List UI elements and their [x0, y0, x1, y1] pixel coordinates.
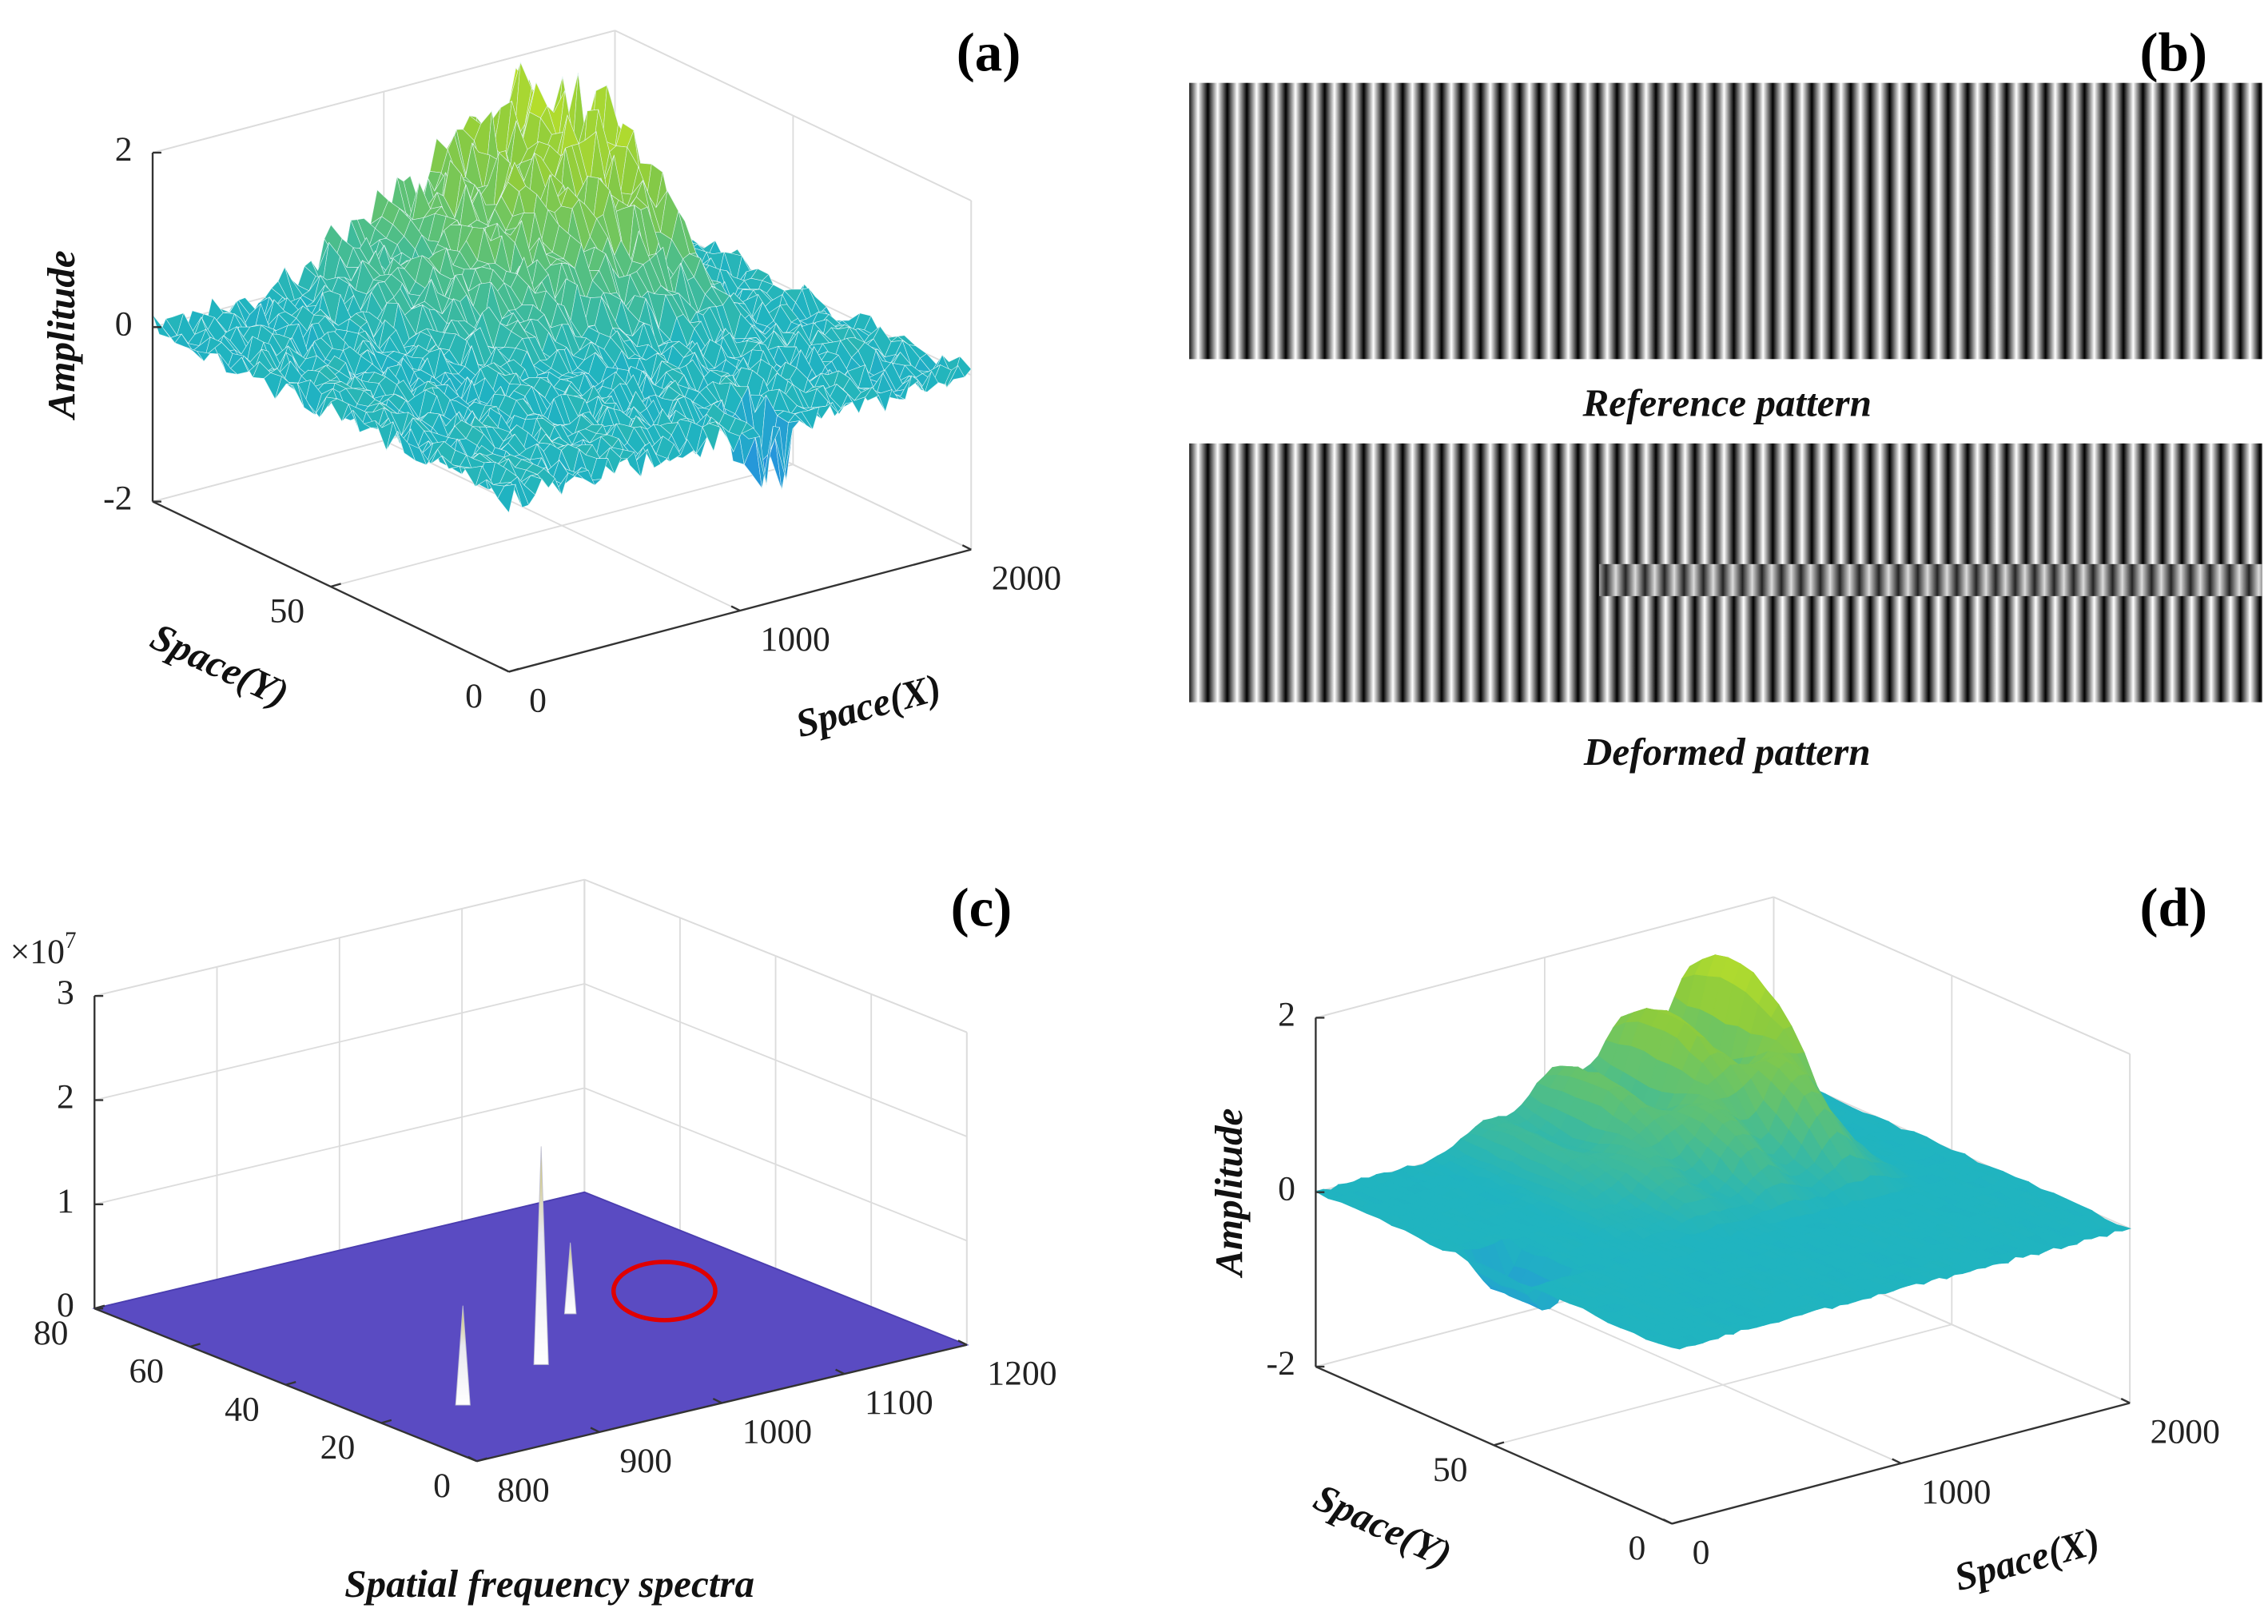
z-tick-label: -2 — [1267, 1344, 1295, 1383]
z-multiplier: ×107 — [10, 927, 77, 971]
grid-line — [1315, 896, 1774, 1019]
x-tick — [957, 1339, 968, 1346]
x-tick-label: 0 — [1693, 1534, 1710, 1572]
surface-patch — [1657, 1341, 1680, 1350]
caption: Deformed pattern — [1583, 730, 1871, 774]
y-tick-label: 0 — [1629, 1529, 1646, 1567]
grid-line — [152, 30, 615, 153]
y-tick — [476, 1457, 487, 1463]
x-tick — [835, 1368, 846, 1375]
grid-line — [615, 30, 972, 201]
x-tick — [712, 1397, 722, 1404]
y-tick-label: 20 — [320, 1428, 356, 1467]
y-axis-title: Space(Y) — [1307, 1475, 1458, 1576]
z-tick-label: 0 — [57, 1286, 74, 1324]
x-tick — [1892, 1458, 1902, 1465]
panel-label: (d) — [2140, 876, 2207, 937]
surface — [152, 61, 972, 513]
panel-label: (c) — [951, 876, 1013, 937]
x-tick — [499, 666, 510, 673]
y-tick-label: 40 — [225, 1390, 260, 1428]
grid-line — [1773, 896, 2131, 1055]
grid-line — [94, 878, 585, 997]
x-tick-label: 1000 — [760, 620, 830, 659]
x-tick-label: 1000 — [742, 1413, 812, 1451]
spectrum-peak — [533, 1146, 549, 1365]
grid-line — [94, 983, 585, 1101]
x-tick-label: 1200 — [987, 1355, 1056, 1393]
x-tick — [2120, 1397, 2131, 1404]
x-tick-label: 800 — [497, 1471, 549, 1509]
x-tick — [961, 544, 972, 551]
z-axis-title: Amplitude — [1207, 1109, 1251, 1279]
x-axis-title: Space(X) — [1950, 1519, 2104, 1599]
caption: Reference pattern — [1582, 381, 1872, 425]
multiplier-base: ×10 — [10, 933, 65, 971]
y-tick — [380, 1419, 392, 1424]
x-axis-title: Space(X) — [791, 665, 945, 746]
multiplier-exponent: 7 — [65, 927, 77, 953]
x-tick-label: 1100 — [865, 1383, 933, 1422]
x-tick-label: 0 — [529, 681, 547, 719]
reference-pattern — [1189, 82, 2262, 360]
surface — [1314, 954, 2132, 1350]
grid-line — [94, 1087, 585, 1205]
y-tick — [285, 1380, 296, 1386]
y-tick — [1493, 1441, 1505, 1447]
x-tick-label: 2000 — [992, 559, 1061, 598]
grid-line — [330, 464, 794, 587]
x-tick — [730, 605, 741, 612]
subtitle: Spatial frequency spectra — [344, 1562, 754, 1606]
z-tick-label: 1 — [57, 1182, 74, 1220]
panel-label: (a) — [957, 22, 1021, 83]
spectrum-peak — [455, 1305, 471, 1406]
surface-patch — [497, 484, 516, 513]
z-tick-label: -2 — [103, 480, 132, 518]
y-tick — [1671, 1519, 1683, 1525]
grid-line — [583, 1087, 968, 1242]
y-tick-label: 80 — [34, 1314, 69, 1352]
grid-line — [583, 983, 968, 1137]
x-tick — [468, 1455, 478, 1463]
y-tick-label: 0 — [465, 677, 483, 715]
x-tick — [1662, 1518, 1673, 1525]
x-tick-label: 1000 — [1921, 1473, 1991, 1511]
z-axis-title: Amplitude — [39, 250, 83, 420]
x-tick-label: 2000 — [2151, 1413, 2220, 1451]
spectrum-peak — [563, 1242, 577, 1315]
x-tick-label: 900 — [619, 1442, 671, 1480]
x-tick — [590, 1427, 600, 1433]
grid-line — [583, 878, 968, 1033]
deformation-band — [1599, 563, 2262, 596]
y-tick — [189, 1343, 201, 1348]
z-tick-label: 0 — [115, 304, 133, 343]
z-tick-label: 3 — [57, 973, 74, 1012]
y-tick-label: 50 — [269, 592, 304, 631]
z-tick-label: 2 — [115, 130, 133, 169]
panel-label: (b) — [2140, 22, 2207, 83]
y-tick — [94, 1304, 105, 1310]
highlight-circle — [611, 1260, 718, 1323]
grid-line — [1494, 1323, 1952, 1447]
z-tick-label: 2 — [57, 1078, 74, 1116]
z-tick-label: 0 — [1278, 1170, 1295, 1208]
y-tick — [508, 667, 519, 673]
y-tick-label: 0 — [433, 1467, 451, 1505]
y-tick-label: 50 — [1433, 1451, 1468, 1489]
y-tick — [330, 583, 341, 588]
y-tick-label: 60 — [129, 1352, 164, 1391]
z-tick-label: 2 — [1278, 995, 1295, 1033]
